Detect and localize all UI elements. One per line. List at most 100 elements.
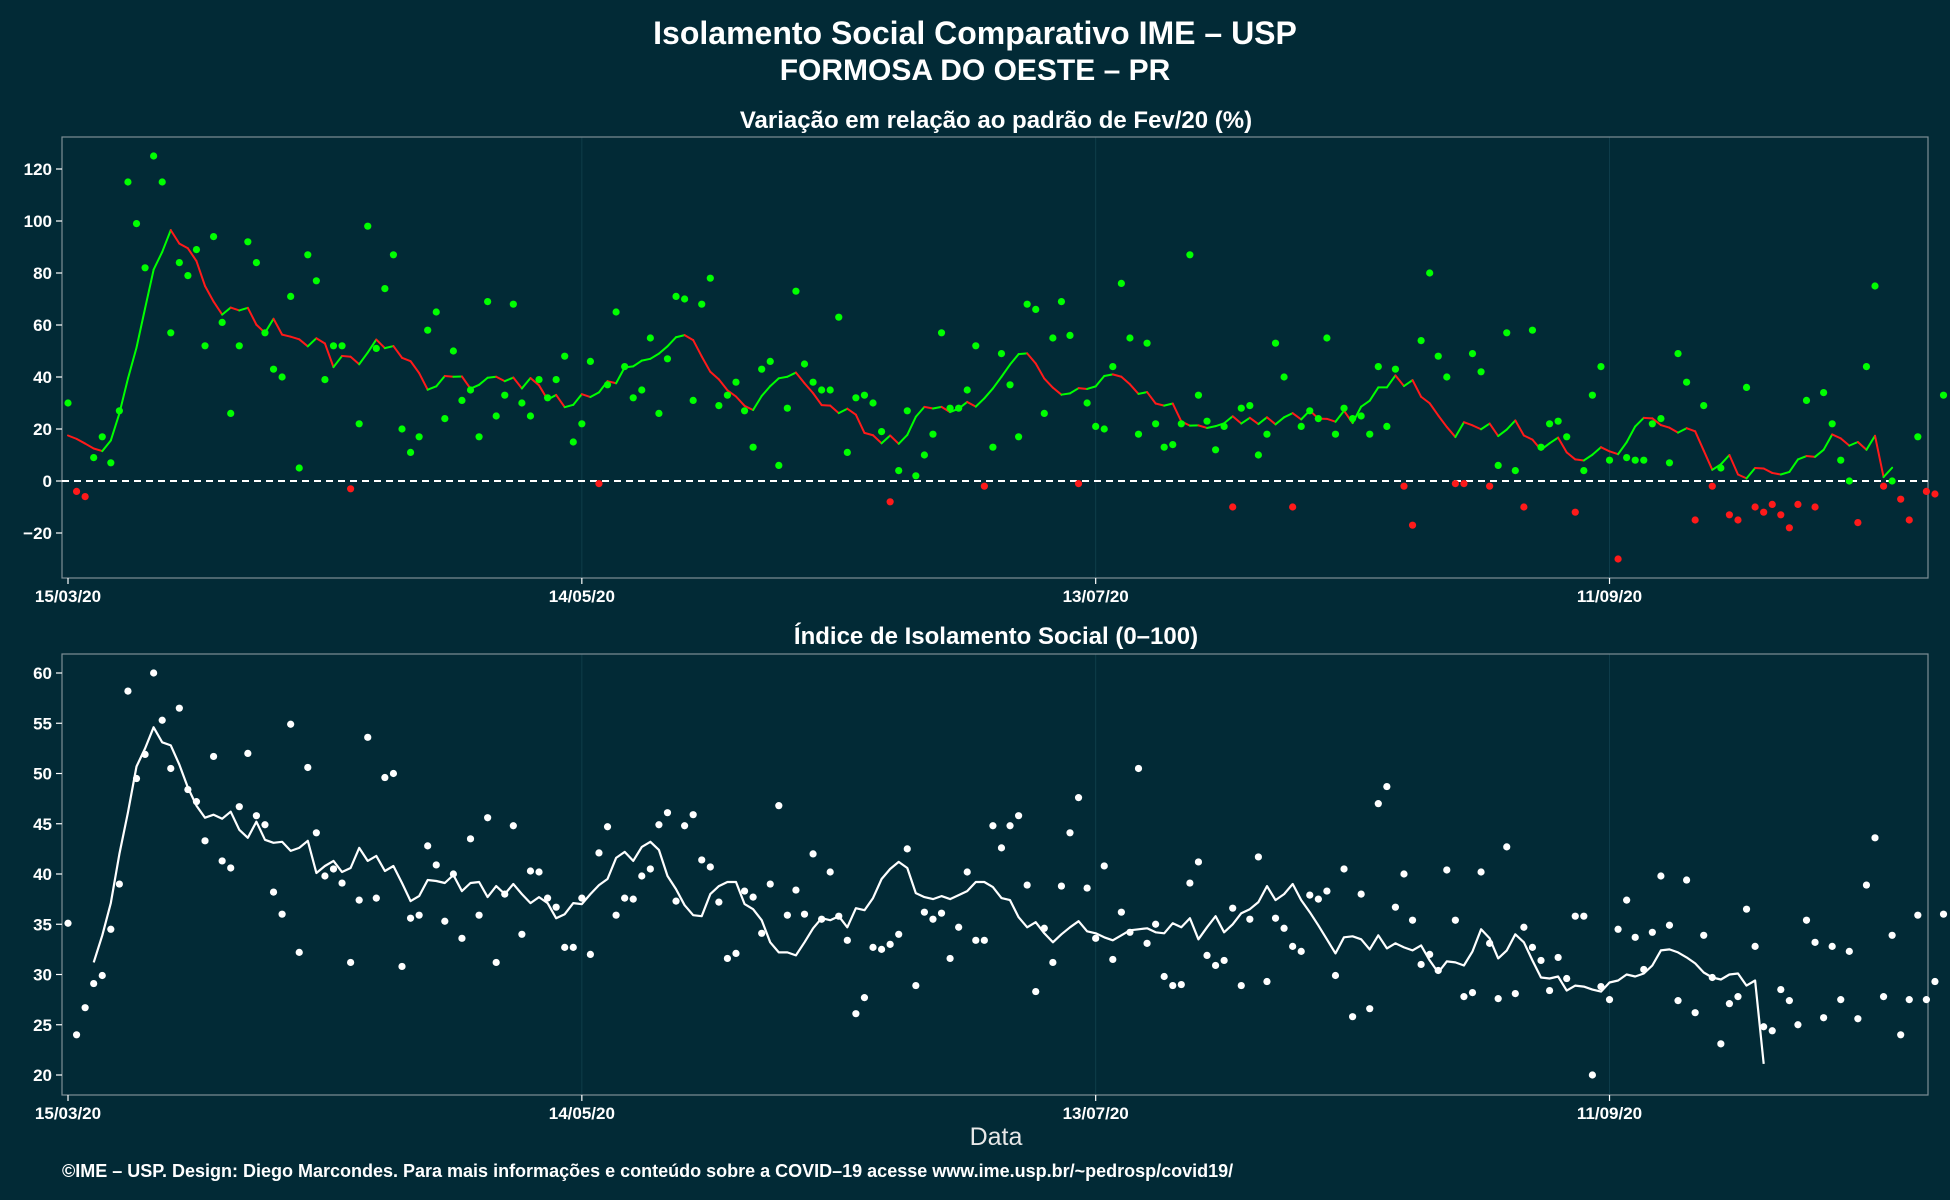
data-point — [1905, 996, 1913, 1004]
data-point — [569, 438, 577, 446]
data-point — [1845, 947, 1853, 955]
moving-average-segment — [383, 345, 395, 350]
data-point — [1460, 480, 1468, 488]
moving-average-segment — [1557, 436, 1568, 454]
moving-average-segment — [1034, 362, 1046, 380]
data-point — [329, 342, 338, 350]
data-point — [1049, 958, 1057, 967]
moving-average-segment — [178, 242, 189, 250]
moving-average-segment — [1163, 402, 1174, 407]
data-point — [1015, 433, 1023, 441]
moving-average-segment — [341, 354, 352, 358]
moving-average-segment — [101, 439, 112, 453]
data-point — [1528, 326, 1537, 334]
data-point — [595, 480, 603, 488]
data-point — [1143, 939, 1151, 947]
data-point — [1614, 925, 1622, 933]
data-point — [1400, 482, 1408, 490]
moving-average-segment — [1642, 416, 1654, 420]
data-point — [1742, 383, 1751, 391]
moving-average-segment — [1137, 391, 1149, 395]
moving-average-segment — [204, 285, 215, 303]
moving-average-segment — [580, 393, 592, 399]
data-point — [1897, 1031, 1905, 1039]
moving-average-segment — [1206, 425, 1217, 429]
data-point — [929, 915, 937, 923]
data-point — [1879, 993, 1888, 1001]
moving-average-segment — [734, 395, 746, 407]
moving-average-segment — [1659, 424, 1671, 429]
moving-average-segment — [1805, 455, 1817, 458]
data-point — [1160, 443, 1168, 451]
data-point — [1263, 977, 1271, 986]
data-point — [1280, 924, 1288, 932]
moving-average-segment — [400, 356, 412, 363]
data-point — [201, 837, 209, 845]
data-point — [1211, 446, 1220, 454]
moving-average-segment — [1634, 416, 1645, 428]
data-point — [252, 812, 261, 820]
data-point — [372, 894, 380, 902]
data-point — [955, 923, 963, 931]
data-point — [997, 844, 1006, 852]
data-point — [1845, 477, 1853, 485]
moving-average-segment — [366, 338, 378, 354]
data-point — [766, 357, 774, 365]
data-point — [689, 396, 697, 404]
data-point — [535, 868, 543, 876]
data-point — [732, 949, 740, 957]
data-point — [946, 954, 954, 963]
data-point — [1126, 928, 1134, 936]
data-point — [1443, 373, 1451, 381]
data-point — [492, 958, 500, 967]
moving-average-segment — [478, 376, 489, 386]
data-point — [621, 363, 629, 371]
moving-average-segment — [1445, 425, 1457, 439]
moving-average-segment — [1086, 385, 1097, 390]
data-point — [1605, 996, 1614, 1004]
moving-average-segment — [820, 404, 832, 407]
data-point — [1837, 996, 1845, 1004]
moving-average-segment — [906, 415, 917, 436]
data-point — [1057, 298, 1066, 306]
y-tick-label: 30 — [33, 966, 52, 985]
data-point — [1691, 1009, 1699, 1017]
data-point — [1554, 953, 1562, 962]
data-point — [1083, 399, 1091, 407]
data-point — [1657, 872, 1665, 880]
data-point — [321, 872, 329, 880]
moving-average-segment — [426, 385, 438, 391]
data-point — [1374, 800, 1382, 808]
data-point — [1434, 966, 1442, 975]
data-point — [1708, 482, 1716, 490]
data-point — [929, 430, 937, 438]
data-point — [1349, 415, 1357, 423]
moving-average-segment — [1882, 466, 1894, 479]
data-point — [458, 396, 466, 404]
moving-average-segment — [649, 352, 660, 360]
data-point — [1777, 511, 1785, 519]
data-point — [1006, 381, 1014, 389]
y-tick-label: 20 — [33, 1066, 52, 1085]
data-point — [64, 399, 72, 407]
data-point — [1691, 516, 1699, 524]
data-point — [1366, 1005, 1374, 1013]
moving-average-segment — [974, 397, 986, 408]
data-point — [1374, 363, 1382, 371]
moving-average-segment — [1051, 386, 1063, 396]
data-point — [441, 415, 449, 423]
data-point — [1100, 425, 1108, 433]
x-tick-label: 15/03/20 — [35, 1104, 101, 1123]
data-point — [1922, 487, 1930, 495]
moving-average-segment — [1856, 441, 1868, 451]
data-point — [107, 459, 115, 467]
data-point — [1931, 490, 1939, 498]
data-point — [1331, 971, 1340, 980]
data-point — [1760, 508, 1768, 516]
data-point — [783, 404, 791, 412]
data-point — [835, 313, 843, 321]
data-point — [903, 407, 911, 415]
moving-average-segment — [854, 413, 866, 434]
moving-average-segment — [246, 306, 258, 326]
moving-average-segment — [460, 375, 472, 390]
